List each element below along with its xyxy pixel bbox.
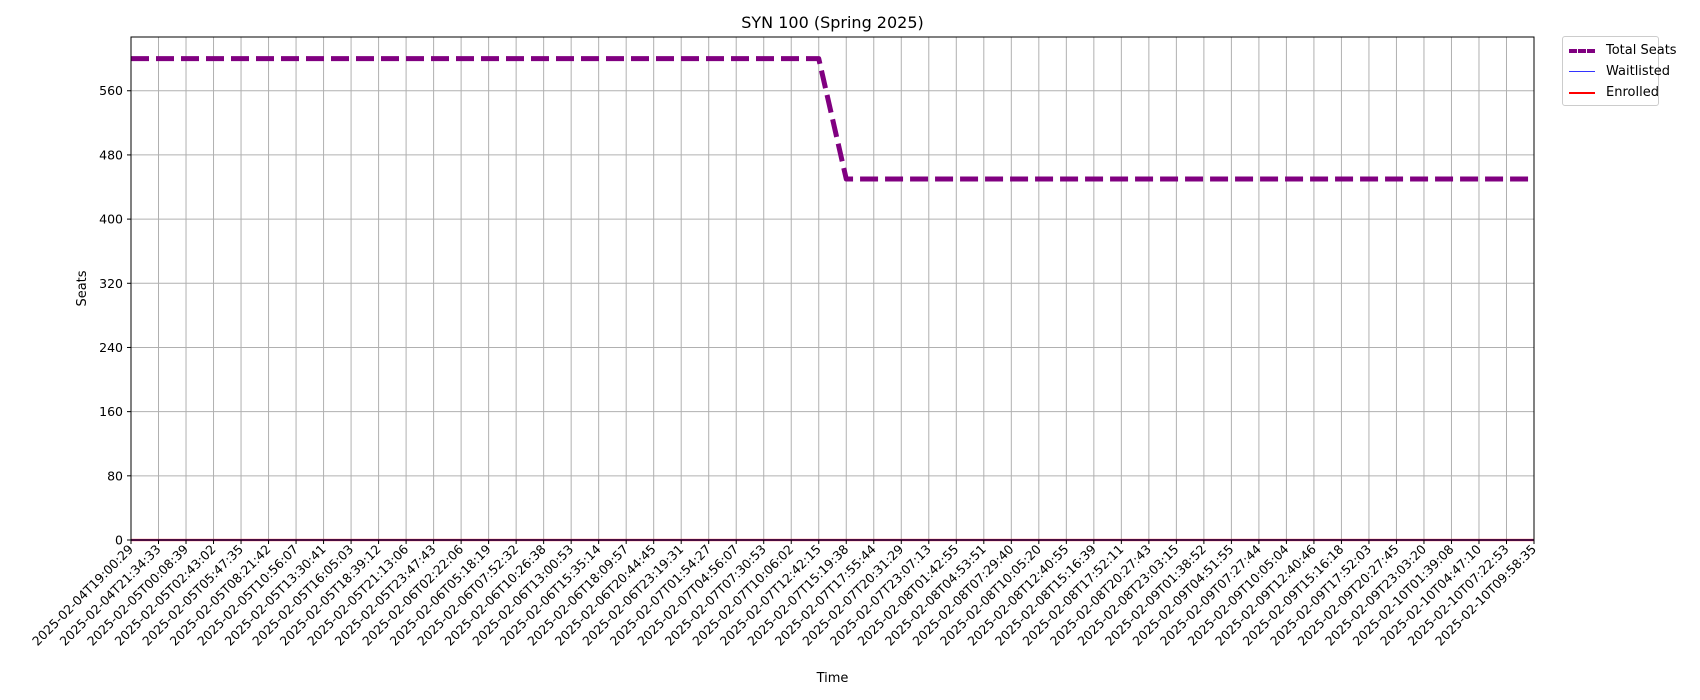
- series-line-total-seats: [131, 56, 1534, 182]
- y-tick-label: 400: [99, 212, 123, 227]
- legend-swatch-waitlisted: [1569, 71, 1595, 72]
- y-tick-label: 560: [99, 83, 123, 98]
- y-tick-label: 320: [99, 276, 123, 291]
- y-tick-label: 80: [107, 468, 123, 483]
- legend-item-total-seats: Total Seats: [1563, 41, 1677, 61]
- legend-label-waitlisted: Waitlisted: [1606, 64, 1671, 79]
- y-tick-label: 240: [99, 340, 123, 355]
- legend: Total Seats Waitlisted Enrolled: [1562, 36, 1677, 106]
- legend-swatch-total-seats: [1569, 49, 1595, 53]
- legend-item-waitlisted: Waitlisted: [1563, 62, 1670, 82]
- y-tick-label: 0: [115, 533, 123, 548]
- series-layer: [131, 56, 1534, 542]
- legend-swatch-enrolled: [1569, 92, 1595, 94]
- plot-area-frame: [130, 36, 1535, 541]
- axis-layer: 2025-02-04T19:00:292025-02-04T21:34:3320…: [29, 83, 1539, 648]
- y-tick-label: 160: [99, 404, 123, 419]
- legend-label-enrolled: Enrolled: [1606, 85, 1659, 100]
- x-axis-label: Time: [816, 671, 849, 686]
- legend-item-enrolled: Enrolled: [1563, 83, 1659, 103]
- legend-label-total-seats: Total Seats: [1606, 43, 1677, 58]
- y-axis-label: Seats: [75, 270, 90, 306]
- grid-layer: [130, 37, 1535, 541]
- chart-title: SYN 100 (Spring 2025): [741, 13, 924, 32]
- y-tick-label: 480: [99, 147, 123, 162]
